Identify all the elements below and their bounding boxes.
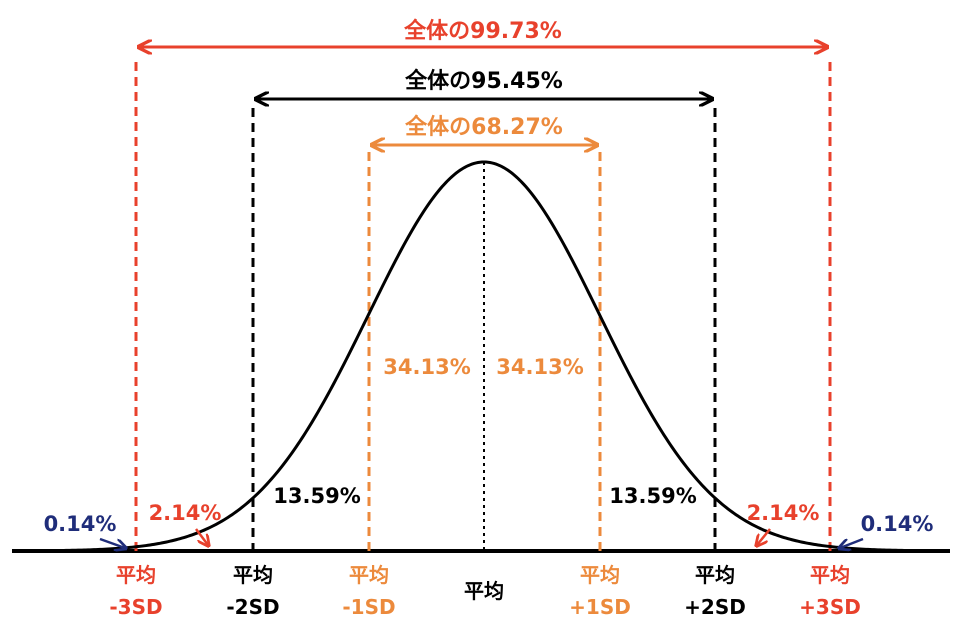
axis-plus1-bottom: +1SD: [569, 595, 631, 619]
axis-plus2-top: 平均: [695, 563, 735, 587]
area-outer-right-label: 2.14%: [747, 501, 820, 525]
area-tail-right-label: 0.14%: [861, 512, 934, 536]
range-2sd-label: 全体の95.45%: [404, 68, 563, 94]
axis-plus3-top: 平均: [810, 563, 850, 587]
axis-plus2-bottom: +2SD: [684, 595, 746, 619]
outer-right-pointer: [757, 528, 771, 545]
area-outer-left-label: 2.14%: [149, 501, 222, 525]
bell-curve: [11, 160, 951, 553]
tail-left-pointer: [99, 537, 125, 548]
area-mid-left-label: 13.59%: [273, 484, 360, 508]
axis-minus3-bottom: -3SD: [109, 595, 162, 619]
axis-minus2-bottom: -2SD: [226, 595, 279, 619]
axis-minus3-top: 平均: [116, 563, 156, 587]
range-3sd-label: 全体の99.73%: [403, 18, 562, 44]
axis-mean: 平均: [464, 579, 504, 603]
area-center-left-label: 34.13%: [383, 355, 470, 379]
outer-left-pointer: [195, 528, 208, 545]
axis-minus1-top: 平均: [349, 563, 389, 587]
area-tail-left-label: 0.14%: [44, 512, 117, 536]
range-1sd-label: 全体の68.27%: [404, 114, 563, 140]
axis-plus1-top: 平均: [580, 563, 620, 587]
tail-right-pointer: [840, 537, 864, 548]
axis-minus1-bottom: -1SD: [342, 595, 395, 619]
axis-plus3-bottom: +3SD: [799, 595, 861, 619]
axis-minus2-top: 平均: [233, 563, 273, 587]
area-center-right-label: 34.13%: [496, 355, 583, 379]
area-mid-right-label: 13.59%: [609, 484, 696, 508]
